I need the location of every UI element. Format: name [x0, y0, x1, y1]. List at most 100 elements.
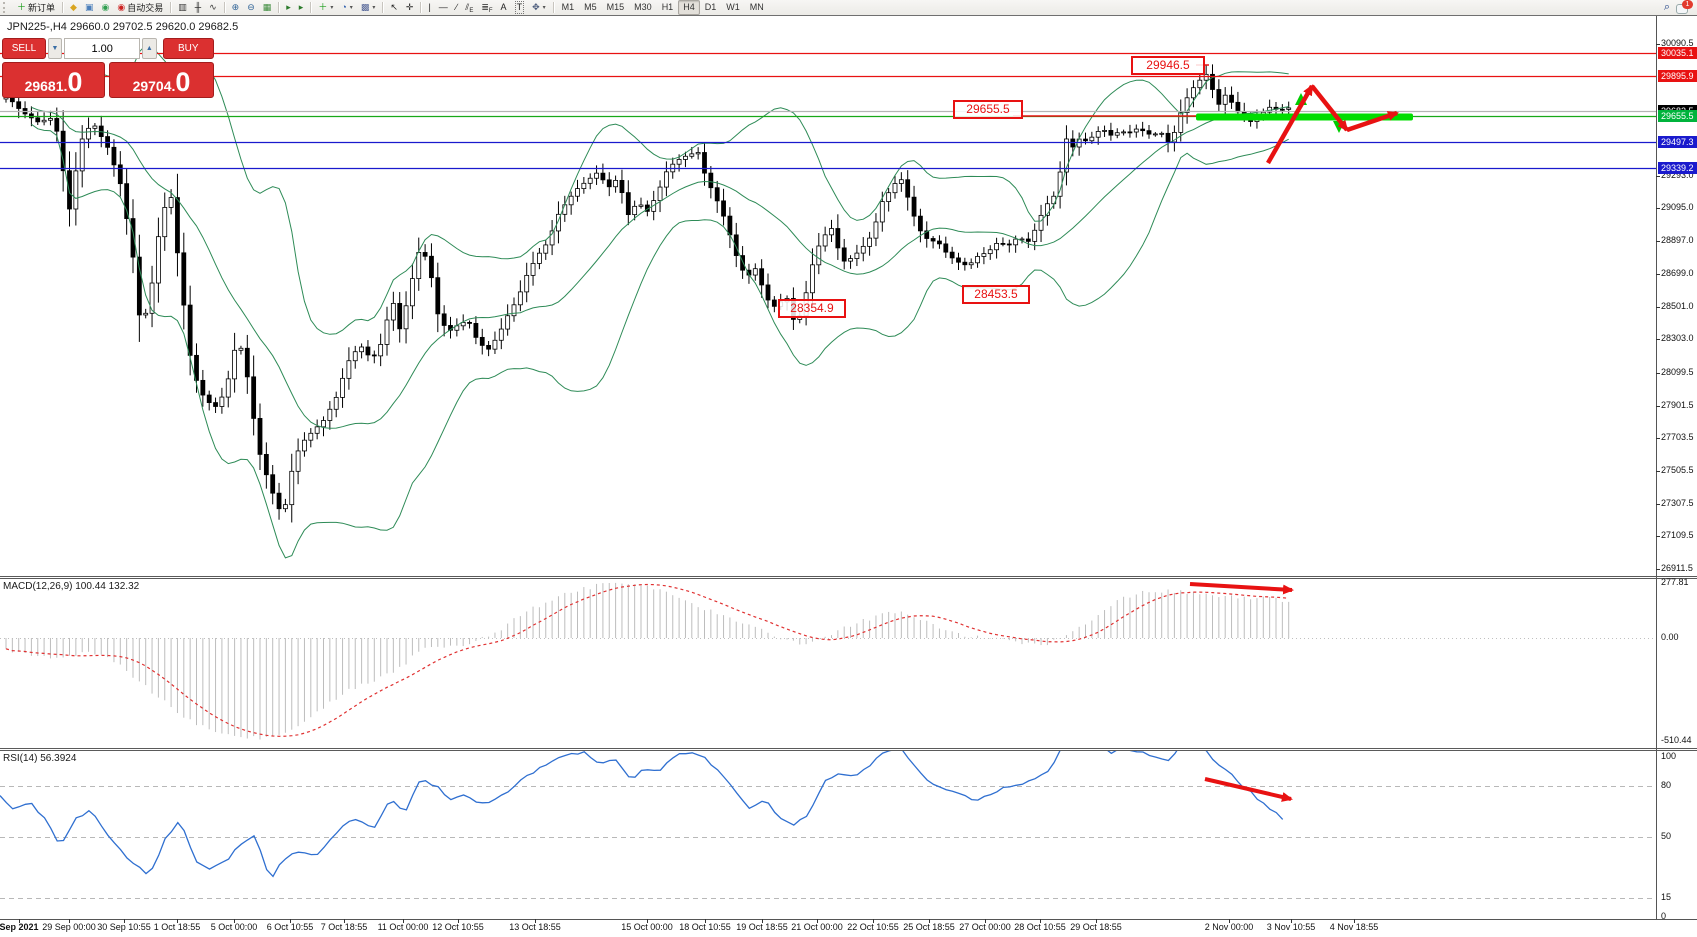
mailbox-button[interactable]: ▣	[81, 0, 98, 15]
shapes-icon: ✥	[532, 2, 540, 12]
time-axis-label: 4 Nov 18:55	[1329, 922, 1379, 932]
trendline-button[interactable]: ∕	[452, 0, 462, 15]
label-button[interactable]: T	[511, 0, 529, 15]
rsi-axis-tick: 15	[1661, 892, 1672, 902]
dropdown-caret-icon[interactable]: ▾	[349, 5, 353, 11]
notifications-button[interactable]: 1	[1676, 0, 1693, 14]
alarm-button[interactable]: ◆	[66, 0, 81, 15]
dropdown-caret-icon[interactable]: ▾	[330, 5, 334, 11]
timeframe-h1[interactable]: H1	[661, 2, 674, 12]
buy-price-dot: .	[171, 78, 176, 94]
profile-button[interactable]: ▸	[282, 0, 295, 15]
price-axis-tick: 29293.0	[1661, 170, 1694, 180]
channel-button[interactable]: ⫽ E	[461, 0, 477, 15]
price-axis-tick: 30090.5	[1661, 38, 1694, 48]
toolbar-grip[interactable]	[3, 2, 10, 13]
autotrading-button[interactable]: ◉ 自动交易	[113, 0, 167, 15]
timeframe-m30[interactable]: M30	[634, 2, 652, 12]
period-button[interactable]: ◔ ▾	[337, 0, 356, 15]
rsi-axis-tick: 100	[1661, 751, 1677, 761]
zoom-in-button[interactable]: ⊕	[228, 0, 244, 15]
text-button[interactable]: A	[497, 0, 511, 15]
time-axis-label: 22 Oct 10:55	[847, 922, 899, 932]
fibo-button-sub: F	[488, 8, 493, 14]
price-annotation[interactable]: 28453.5	[962, 285, 1030, 304]
price-axis-tick: 28501.0	[1661, 301, 1694, 311]
autotrading-icon: ◉	[117, 2, 126, 12]
search-icon[interactable]: ⌕	[1663, 1, 1670, 13]
timeframe-d1[interactable]: D1	[704, 2, 717, 12]
rsi-axis-tick: 80	[1661, 780, 1672, 790]
zoom-out-button[interactable]: ⊖	[243, 0, 259, 15]
period-icon: ◔	[341, 2, 347, 12]
add-indicator-button[interactable]: ＋ ▾	[314, 0, 337, 15]
fibo-icon: ≣	[481, 2, 489, 12]
timeframe-w1[interactable]: W1	[726, 2, 740, 12]
candlestick-icon: ╫	[194, 2, 202, 12]
one-click-trading-panel: SELL ▼ ▲ BUY 29681.0 29704.0	[2, 38, 214, 98]
time-axis-label: 1 Oct 18:55	[153, 922, 201, 932]
shapes-button[interactable]: ✥ ▾	[528, 0, 550, 15]
template-button[interactable]: ▩ ▾	[357, 0, 380, 15]
time-axis-label: 6 Oct 10:55	[266, 922, 314, 932]
time-axis-label: 27 Oct 00:00	[959, 922, 1011, 932]
bar-chart-button[interactable]: ▥	[174, 0, 191, 15]
candlestick-button[interactable]: ╫	[191, 0, 205, 15]
price-axis-tick: 27505.5	[1661, 465, 1694, 475]
dropdown-caret-icon[interactable]: ▾	[372, 5, 376, 11]
line-chart-icon: ∿	[209, 2, 217, 12]
template-icon: ▩	[360, 2, 370, 12]
autotrading-button-label: 自动交易	[127, 3, 164, 13]
macd-axis-tick: 0.00	[1661, 632, 1679, 642]
price-annotation[interactable]: 29946.5	[1131, 56, 1205, 75]
sell-price[interactable]: 29681. 0	[2, 62, 105, 98]
timeframe-m1[interactable]: M1	[561, 2, 575, 12]
volume-decrease-button[interactable]: ▼	[47, 38, 63, 59]
new-order-button[interactable]: ＋新订单	[13, 0, 59, 15]
buy-price-main: 29704	[132, 78, 172, 94]
price-axis-tick: 27901.5	[1661, 400, 1694, 410]
time-axis-label: 13 Oct 18:55	[509, 922, 561, 932]
timeframe-m15[interactable]: M15	[606, 2, 625, 12]
time-axis-label: 29 Oct 18:55	[1070, 922, 1122, 932]
profile-run-icon: ▸	[286, 2, 291, 12]
buy-button[interactable]: BUY	[162, 38, 214, 59]
fibo-button[interactable]: ≣ F	[477, 0, 496, 15]
vline-button[interactable]: |	[424, 0, 434, 15]
tile-windows-button[interactable]: ▦	[259, 0, 276, 15]
time-axis-label: 3 Nov 10:55	[1266, 922, 1316, 932]
dropdown-caret-icon[interactable]: ▾	[542, 5, 546, 11]
buy-price[interactable]: 29704. 0	[109, 62, 214, 98]
profile-next-button[interactable]: ▸	[295, 0, 308, 15]
buy-price-big: 0	[175, 67, 191, 97]
alarm-icon: ◆	[70, 2, 77, 12]
signal-button[interactable]: ◉	[97, 0, 113, 15]
price-annotation[interactable]: 28354.9	[778, 299, 846, 318]
sell-button[interactable]: SELL	[2, 38, 46, 59]
cursor-button[interactable]: ↖	[386, 0, 402, 15]
time-axis-label: 19 Oct 18:55	[736, 922, 788, 932]
new-order-icon: ＋	[17, 2, 27, 12]
crosshair-button[interactable]: ✛	[402, 0, 418, 15]
price-badge: 29339.2	[1658, 162, 1697, 174]
hline-button[interactable]: —	[435, 0, 452, 15]
line-chart-button[interactable]: ∿	[205, 0, 221, 15]
timeframe-mn[interactable]: MN	[749, 2, 764, 12]
price-annotation[interactable]: 29655.5	[953, 100, 1023, 119]
rsi-label: RSI(14) 56.3924	[3, 753, 77, 764]
time-axis-label: 5 Oct 00:00	[210, 922, 258, 932]
timeframe-h4[interactable]: H4	[678, 0, 700, 15]
sell-price-big: 0	[67, 67, 83, 97]
toolbar-separator	[223, 2, 225, 13]
time-axis-label: 2 Nov 00:00	[1204, 922, 1254, 932]
label-icon: T	[514, 1, 525, 14]
volume-input[interactable]	[64, 38, 141, 59]
add-indicator-icon: ＋	[318, 2, 328, 12]
volume-increase-button[interactable]: ▲	[142, 38, 157, 59]
price-axis-tick: 27703.5	[1661, 432, 1694, 442]
rsi-axis-tick: 0	[1661, 911, 1667, 921]
time-axis-label: 25 Oct 18:55	[903, 922, 955, 932]
timeframe-m5[interactable]: M5	[584, 2, 597, 12]
macd-axis-tick: -510.44	[1661, 735, 1692, 745]
